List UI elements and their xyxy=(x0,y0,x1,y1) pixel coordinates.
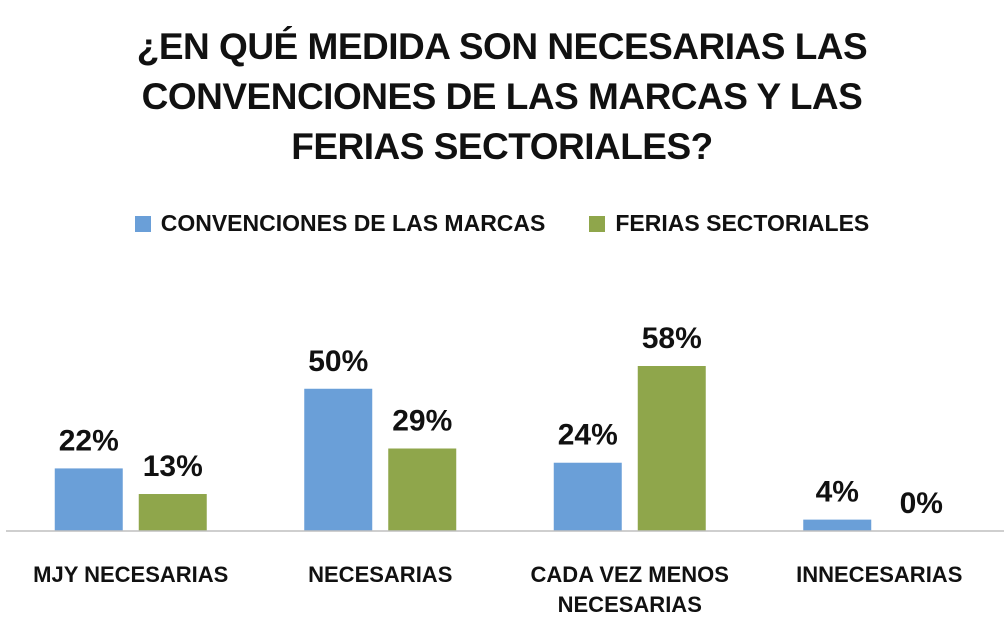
legend-item-ferias: FERIAS SECTORIALES xyxy=(589,210,869,237)
chart-title-line-1: ¿EN QUÉ MEDIDA SON NECESARIAS LAS xyxy=(136,26,868,67)
chart-title-line-2: CONVENCIONES DE LAS MARCAS Y LAS xyxy=(141,76,863,117)
legend-swatch-ferias xyxy=(589,215,606,232)
legend-swatch-convenciones xyxy=(134,215,151,232)
x-tick-label-c0-l0: MJY NECESARIAS xyxy=(33,562,228,587)
x-tick-label-c2-l1: NECESARIAS xyxy=(558,592,702,617)
data-label-s1-c3: 0% xyxy=(900,487,943,520)
data-label-s0-c3: 4% xyxy=(816,476,859,509)
legend-label-ferias: FERIAS SECTORIALES xyxy=(615,210,870,236)
bar-s0-c3 xyxy=(803,519,872,531)
data-label-s1-c1: 29% xyxy=(392,405,452,438)
data-label-s1-c2: 58% xyxy=(642,322,702,355)
bar-s1-c0 xyxy=(138,494,207,531)
legend-label-convenciones: CONVENCIONES DE LAS MARCAS xyxy=(160,210,546,236)
x-tick-label-c3-l0: INNECESARIAS xyxy=(796,562,962,587)
legend: CONVENCIONES DE LAS MARCAS FERIAS SECTOR… xyxy=(0,210,1004,237)
bar-s1-c1 xyxy=(388,448,457,531)
chart-title: ¿EN QUÉ MEDIDA SON NECESARIAS LAS CONVEN… xyxy=(0,22,1004,172)
bar-s1-c2 xyxy=(637,366,706,531)
x-tick-label-c1-l0: NECESARIAS xyxy=(308,562,452,587)
bar-s0-c0 xyxy=(54,468,123,531)
data-label-s0-c0: 22% xyxy=(59,424,119,457)
bar-s0-c2 xyxy=(553,462,622,531)
data-label-s0-c2: 24% xyxy=(558,419,618,452)
data-label-s1-c0: 13% xyxy=(143,450,203,483)
bar-s0-c1 xyxy=(304,388,373,531)
legend-item-convenciones: CONVENCIONES DE LAS MARCAS xyxy=(134,210,546,237)
data-label-s0-c1: 50% xyxy=(308,345,368,378)
chart-title-line-3: FERIAS SECTORIALES? xyxy=(291,126,713,167)
x-tick-label-c2-l0: CADA VEZ MENOS xyxy=(531,562,729,587)
